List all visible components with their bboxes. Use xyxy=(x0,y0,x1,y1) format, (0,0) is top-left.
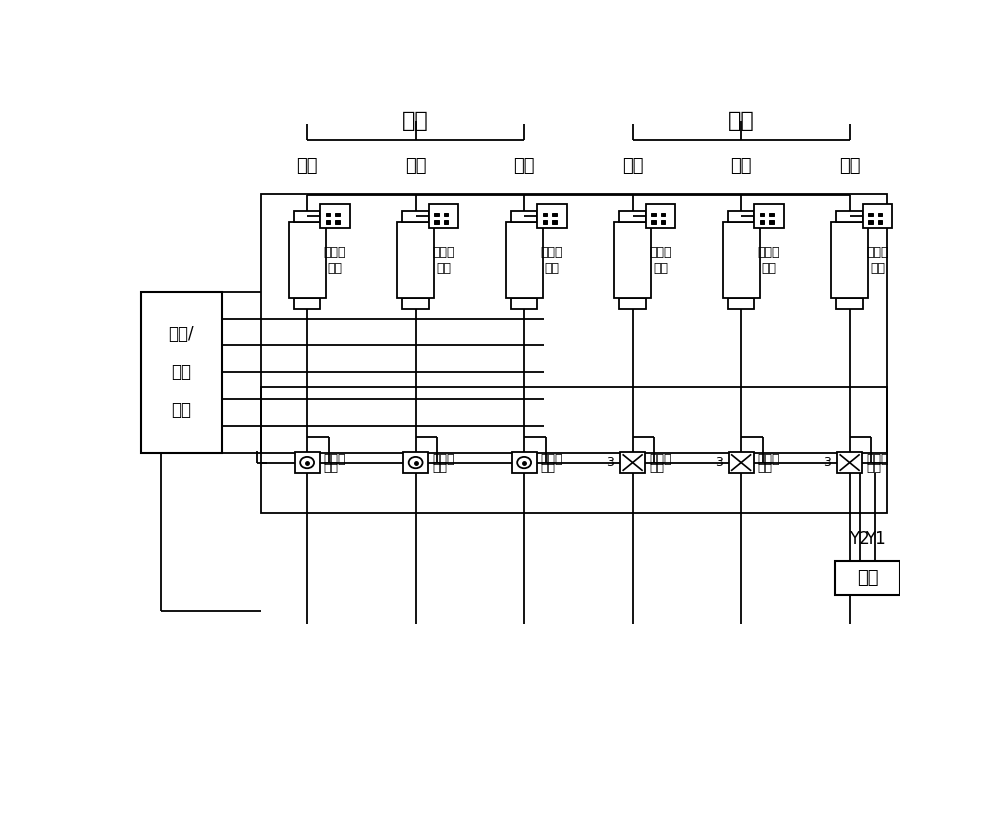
Bar xyxy=(429,205,458,229)
Text: 位移传: 位移传 xyxy=(866,246,889,259)
Bar xyxy=(511,210,537,222)
Text: 流阀: 流阀 xyxy=(649,461,664,474)
Bar xyxy=(728,298,754,309)
Bar xyxy=(506,222,543,298)
Bar xyxy=(651,213,656,216)
Text: 感器: 感器 xyxy=(328,262,343,275)
Text: 固定节: 固定节 xyxy=(540,453,563,466)
Text: 3: 3 xyxy=(606,456,614,469)
Bar xyxy=(868,213,873,216)
Text: 感器: 感器 xyxy=(870,262,885,275)
Bar xyxy=(868,220,873,224)
Bar xyxy=(335,213,340,216)
Bar xyxy=(434,213,439,216)
Bar xyxy=(320,205,350,229)
Bar xyxy=(619,210,646,222)
Bar xyxy=(836,298,863,309)
Bar xyxy=(723,222,760,298)
Text: 位移传: 位移传 xyxy=(324,246,346,259)
Text: 流阀: 流阀 xyxy=(432,461,447,474)
Bar xyxy=(661,213,665,216)
Bar xyxy=(769,213,774,216)
Bar xyxy=(261,386,887,513)
Bar xyxy=(402,298,429,309)
Bar xyxy=(295,452,320,473)
Bar xyxy=(397,222,434,298)
Bar xyxy=(836,210,863,222)
Text: 下缸: 下缸 xyxy=(513,157,535,175)
Text: 固定节: 固定节 xyxy=(323,453,346,466)
Text: 位移传: 位移传 xyxy=(758,246,780,259)
Bar xyxy=(552,220,557,224)
Bar xyxy=(837,452,862,473)
Text: 流阀: 流阀 xyxy=(323,461,338,474)
Bar xyxy=(729,452,754,473)
Text: 泄压: 泄压 xyxy=(171,363,191,381)
Bar xyxy=(760,220,764,224)
Bar xyxy=(543,213,547,216)
Bar xyxy=(543,220,547,224)
Text: Y2: Y2 xyxy=(849,529,870,547)
Text: 泵源: 泵源 xyxy=(857,569,878,587)
Text: 固定节: 固定节 xyxy=(432,453,454,466)
Bar xyxy=(402,210,429,222)
Text: 3: 3 xyxy=(823,456,831,469)
Bar xyxy=(831,222,868,298)
Text: 位移传: 位移传 xyxy=(432,246,455,259)
Text: 活缸: 活缸 xyxy=(728,111,755,131)
Bar xyxy=(619,298,646,309)
Bar xyxy=(444,213,448,216)
Text: 比例节: 比例节 xyxy=(649,453,671,466)
Bar xyxy=(651,220,656,224)
Bar xyxy=(294,210,320,222)
Bar xyxy=(754,205,784,229)
Text: 前缸: 前缸 xyxy=(730,157,752,175)
Bar xyxy=(140,292,222,453)
Text: 比例节: 比例节 xyxy=(757,453,780,466)
Text: 上缸: 上缸 xyxy=(839,157,860,175)
Bar xyxy=(552,213,557,216)
Text: 位移传: 位移传 xyxy=(541,246,563,259)
Bar xyxy=(878,220,882,224)
Text: Y1: Y1 xyxy=(865,529,886,547)
Bar xyxy=(769,220,774,224)
Bar xyxy=(335,220,340,224)
Text: 左缸: 左缸 xyxy=(296,157,318,175)
Bar xyxy=(614,222,651,298)
Bar xyxy=(289,222,326,298)
Bar xyxy=(537,205,567,229)
Text: 3: 3 xyxy=(715,456,723,469)
Bar xyxy=(294,298,320,309)
Bar xyxy=(835,561,900,595)
Bar xyxy=(760,213,764,216)
Text: 回路: 回路 xyxy=(171,401,191,419)
Text: 流阀: 流阀 xyxy=(757,461,772,474)
Bar xyxy=(434,220,439,224)
Text: 流阀: 流阀 xyxy=(540,461,555,474)
Bar xyxy=(878,213,882,216)
Bar xyxy=(403,452,428,473)
Bar xyxy=(863,205,892,229)
Text: 感器: 感器 xyxy=(653,262,668,275)
Bar xyxy=(512,452,537,473)
Text: 位移传: 位移传 xyxy=(649,246,672,259)
Text: 流阀: 流阀 xyxy=(866,461,881,474)
Bar xyxy=(661,220,665,224)
Text: 感器: 感器 xyxy=(545,262,560,275)
Text: 死缸: 死缸 xyxy=(402,111,429,131)
Bar xyxy=(444,220,448,224)
Text: 比例节: 比例节 xyxy=(866,453,888,466)
Bar xyxy=(728,210,754,222)
Bar xyxy=(646,205,675,229)
Text: 后缸: 后缸 xyxy=(405,157,426,175)
Text: 感器: 感器 xyxy=(762,262,777,275)
Bar xyxy=(511,298,537,309)
Text: 超压/: 超压/ xyxy=(168,326,194,344)
Bar xyxy=(326,220,330,224)
Bar xyxy=(326,213,330,216)
Text: 感器: 感器 xyxy=(436,262,451,275)
Bar xyxy=(261,194,887,453)
Bar xyxy=(620,452,645,473)
Text: 右缸: 右缸 xyxy=(622,157,643,175)
